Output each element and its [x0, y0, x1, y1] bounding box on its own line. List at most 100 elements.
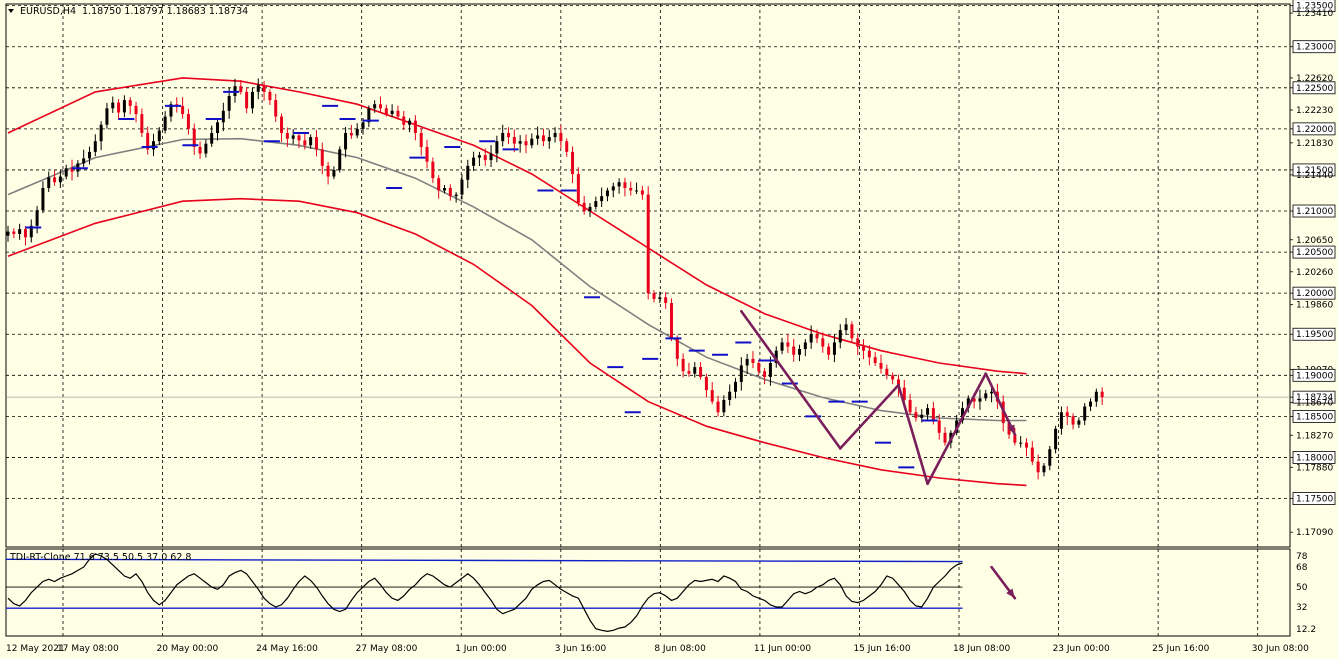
candle-body [873, 357, 877, 363]
candle-body [477, 155, 481, 158]
price-label: 1.20500 [1296, 248, 1333, 258]
candle-body [332, 169, 336, 177]
candle-body [111, 102, 115, 109]
candle-body [629, 188, 633, 191]
candle-body [541, 135, 545, 142]
candle-body [896, 379, 900, 388]
candle-body [646, 194, 650, 294]
candle-body [524, 141, 528, 146]
price-label: 1.18270 [1296, 431, 1333, 441]
candle-body [960, 408, 964, 421]
price-label: 1.21500 [1296, 166, 1333, 176]
candle-body [314, 137, 318, 150]
candle-body [681, 358, 685, 372]
candle-body [1054, 428, 1058, 450]
candle-body [274, 100, 278, 117]
candle-body [204, 143, 208, 154]
candle-body [262, 85, 266, 92]
ohlc-values: 1.18750 1.18797 1.18683 1.18734 [82, 6, 248, 17]
candle-body [774, 350, 778, 363]
candle-body [12, 231, 16, 235]
candle-body [256, 85, 260, 92]
candle-body [809, 334, 813, 343]
candle-body [378, 104, 382, 109]
time-label: 15 Jun 16:00 [853, 644, 910, 654]
candle-body [768, 362, 772, 377]
candle-body [675, 338, 679, 359]
candle-body [699, 367, 703, 377]
candle-body [798, 349, 802, 355]
candle-body [425, 146, 429, 162]
candle-body [571, 151, 575, 175]
candle-body [140, 114, 144, 133]
envelope-upper-line [7, 77, 1027, 375]
candle-body [763, 371, 767, 377]
pattern-arrows[interactable] [740, 309, 1017, 486]
price-label: 1.22620 [1296, 74, 1333, 84]
candle-body [972, 398, 976, 402]
candle-body [600, 196, 604, 202]
candle-body [134, 105, 138, 115]
candle-body [291, 135, 295, 139]
candle-body [1089, 401, 1093, 407]
candle-body [734, 381, 737, 392]
candle-body [408, 120, 412, 125]
indicator-level-label: 50 [1296, 583, 1308, 593]
candle-body [827, 346, 831, 355]
candle-body [93, 141, 97, 152]
candle-body [192, 128, 196, 147]
candle-body [6, 231, 10, 236]
candle-body [757, 362, 761, 372]
candle-body [710, 390, 714, 402]
pattern-line [897, 383, 929, 486]
candle-body [902, 387, 906, 400]
price-label: 1.21830 [1296, 139, 1333, 149]
candle-body [437, 178, 441, 191]
candle-body [122, 100, 126, 113]
candle-body [210, 132, 214, 144]
pattern-line [740, 309, 842, 450]
candle-body [920, 414, 924, 419]
envelope-lower-line [7, 197, 1027, 487]
time-label: 8 Jun 08:00 [654, 644, 706, 654]
candle-body [466, 165, 470, 180]
time-label: 12 May 2021 [6, 644, 65, 654]
triangle-down-icon[interactable] [8, 9, 14, 13]
candle-body [99, 124, 103, 142]
time-label: 18 Jun 08:00 [953, 644, 1010, 654]
candle-body [728, 391, 732, 400]
tdi-indicator-window [5, 553, 1017, 633]
candle-body [652, 293, 656, 299]
pattern-line [926, 372, 988, 486]
candle-body [844, 324, 848, 331]
candle-body [931, 408, 935, 421]
time-label: 17 May 08:00 [57, 644, 119, 654]
candle-body [501, 132, 505, 142]
candle-body [216, 122, 220, 133]
candle-body [553, 132, 557, 138]
envelope-bands [7, 77, 1027, 487]
candle-body [41, 188, 45, 211]
candle-body [821, 338, 825, 347]
candle-body [722, 399, 726, 413]
time-label: 30 Jun 08:00 [1252, 644, 1309, 654]
candle-body [320, 149, 324, 166]
candle-body [146, 132, 150, 150]
candle-body [117, 102, 121, 113]
candle-body [326, 165, 330, 177]
candle-body [157, 130, 161, 142]
candle-body [1071, 416, 1075, 425]
candle-body [536, 135, 540, 139]
candle-body [105, 108, 109, 125]
candle-body [908, 399, 912, 413]
candle-body [832, 342, 836, 355]
time-label: 25 Jun 16:00 [1152, 644, 1209, 654]
candle-body [739, 365, 743, 382]
candle-body [47, 177, 51, 189]
candle-body [1013, 434, 1017, 443]
price-label: 1.18734 [1296, 393, 1333, 403]
candle-body [338, 149, 342, 170]
candle-body [530, 138, 534, 146]
candle-body [891, 375, 895, 380]
